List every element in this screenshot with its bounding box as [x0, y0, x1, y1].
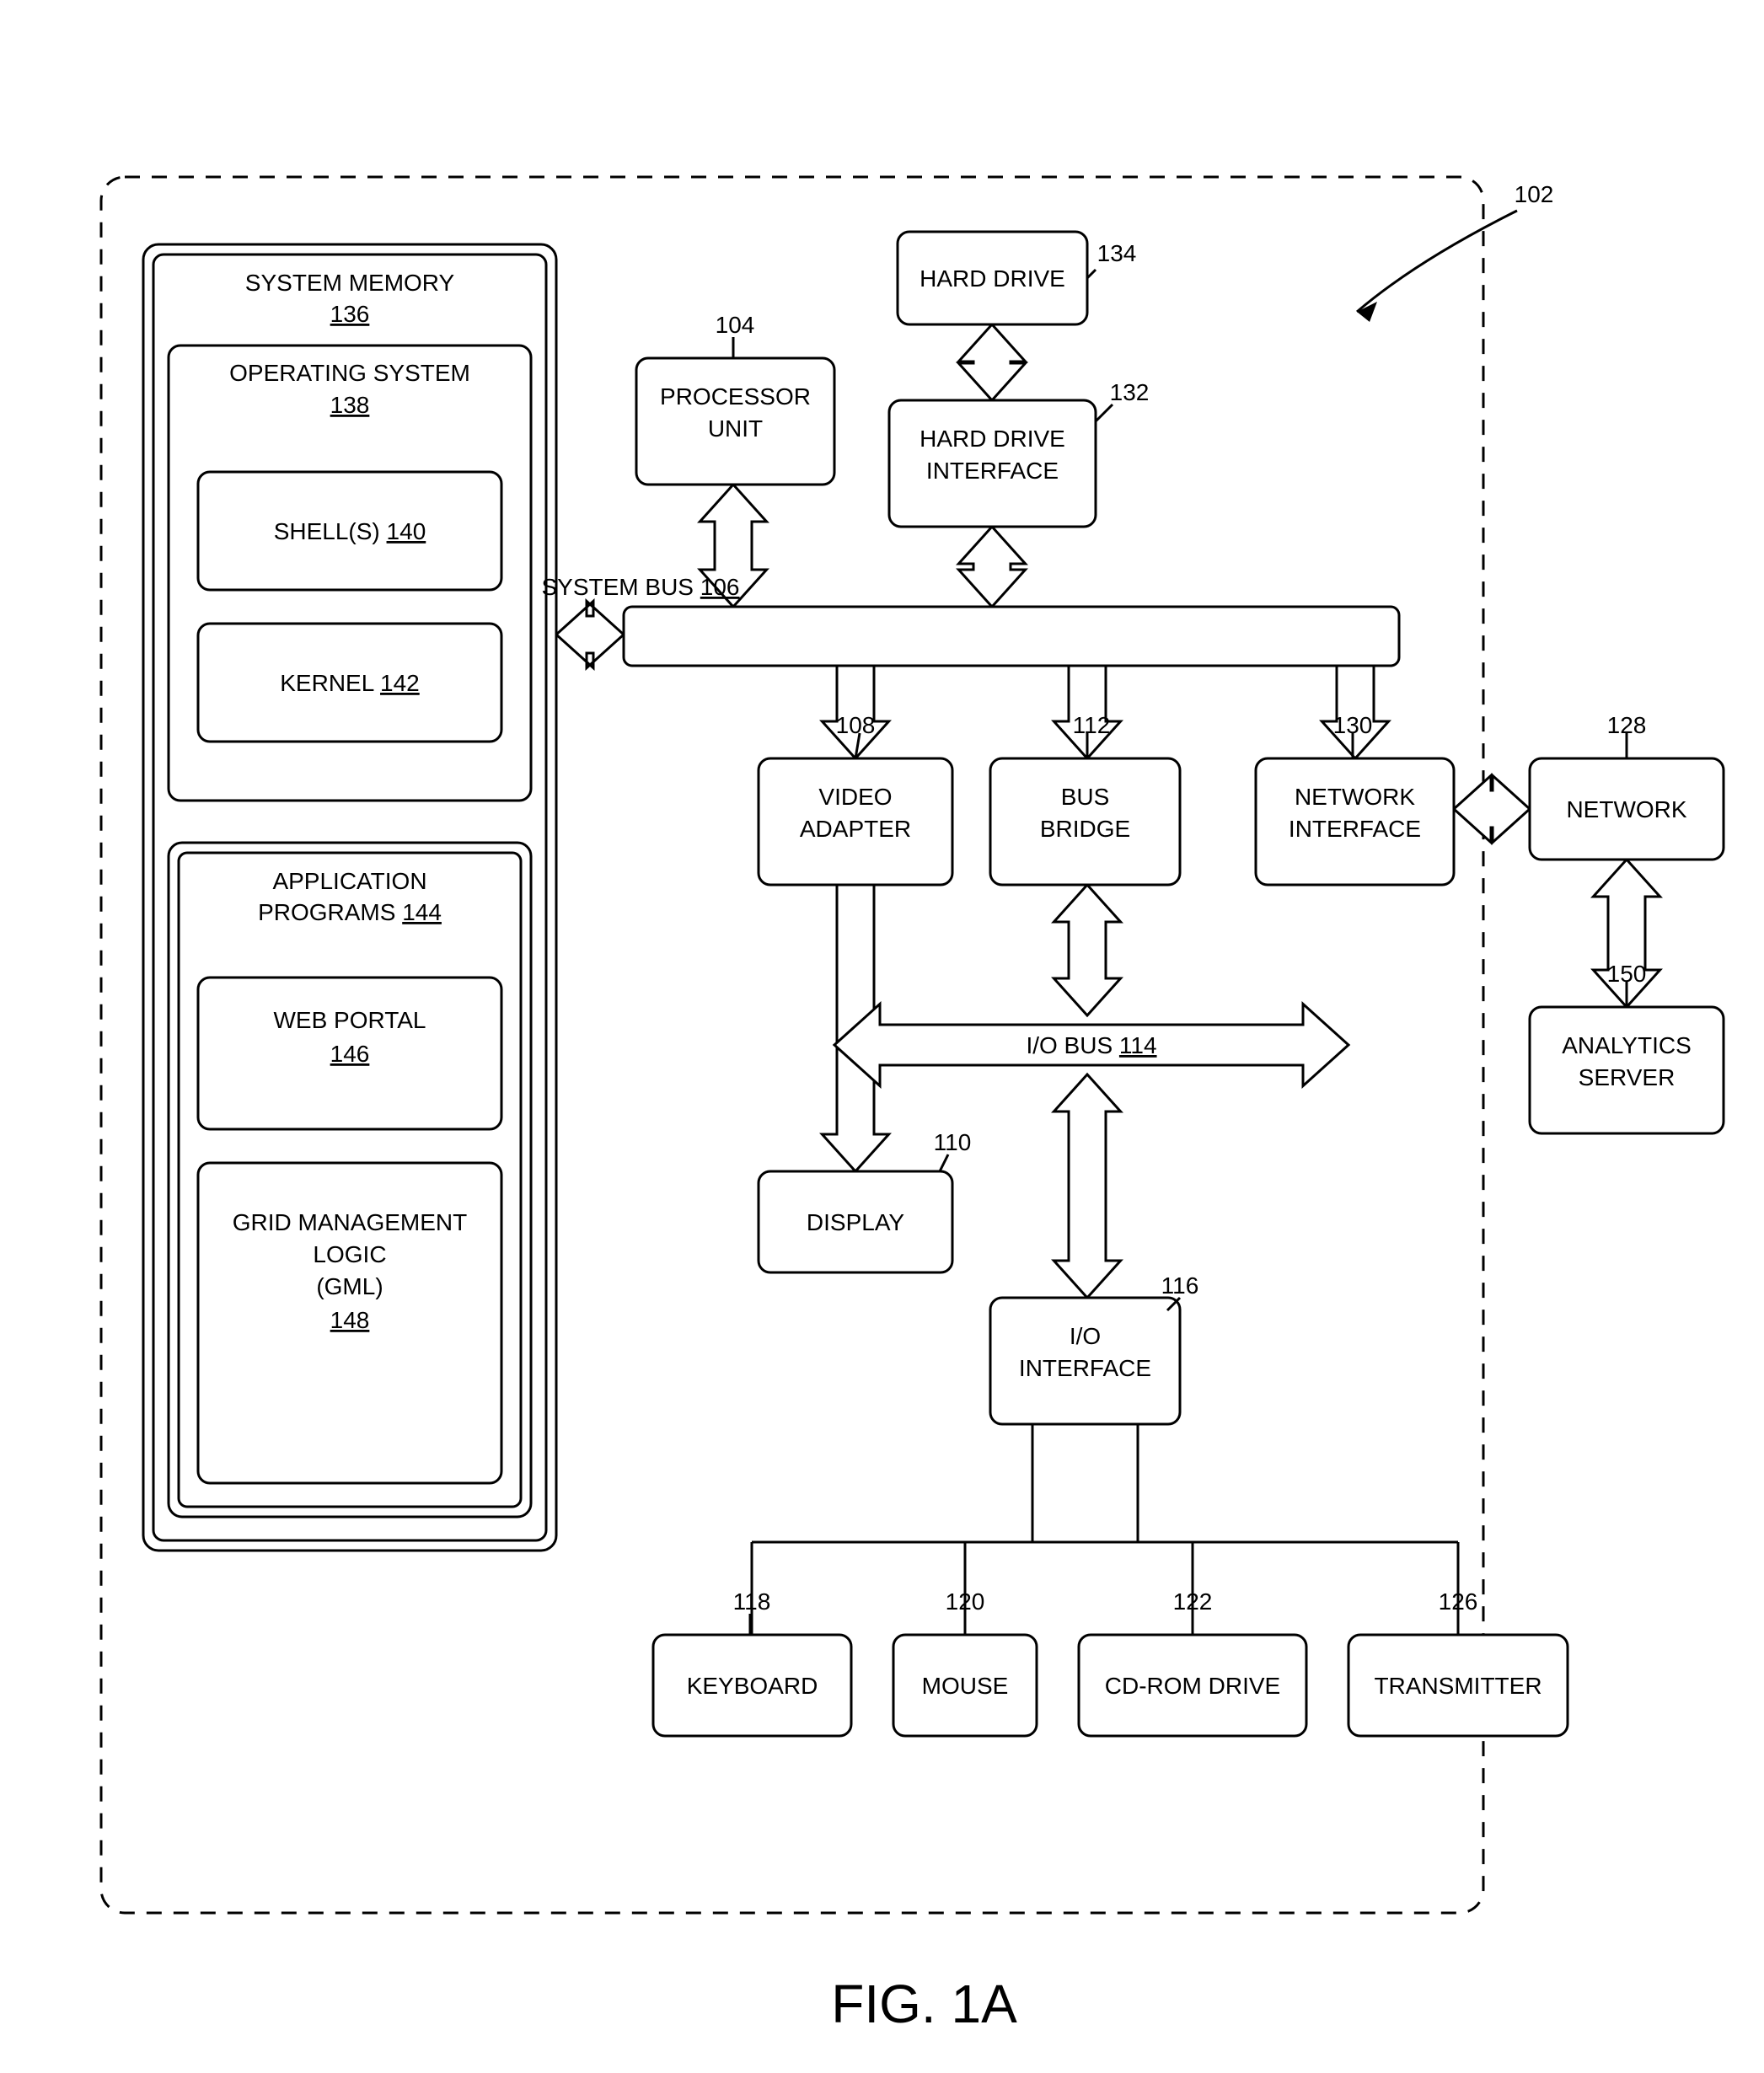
svg-text:PROGRAMS 144: PROGRAMS 144: [258, 899, 442, 925]
svg-text:APPLICATION: APPLICATION: [272, 868, 426, 894]
svg-text:ADAPTER: ADAPTER: [800, 816, 911, 842]
svg-text:VIDEO: VIDEO: [818, 784, 892, 810]
svg-text:132: 132: [1110, 379, 1150, 405]
svg-text:OPERATING SYSTEM: OPERATING SYSTEM: [229, 360, 470, 386]
svg-text:122: 122: [1173, 1588, 1213, 1615]
svg-text:BUS: BUS: [1061, 784, 1110, 810]
svg-text:146: 146: [330, 1041, 370, 1067]
svg-text:ANALYTICS: ANALYTICS: [1562, 1032, 1692, 1058]
svg-text:BRIDGE: BRIDGE: [1040, 816, 1130, 842]
svg-text:120: 120: [946, 1588, 985, 1615]
svg-text:126: 126: [1439, 1588, 1478, 1615]
svg-text:110: 110: [934, 1129, 972, 1155]
svg-text:134: 134: [1097, 240, 1137, 266]
svg-text:116: 116: [1161, 1272, 1199, 1299]
svg-text:I/O BUS 114: I/O BUS 114: [1026, 1032, 1156, 1058]
svg-text:FIG. 1A: FIG. 1A: [831, 1974, 1017, 2034]
svg-text:GRID MANAGEMENT: GRID MANAGEMENT: [233, 1209, 467, 1235]
svg-text:INTERFACE: INTERFACE: [926, 458, 1059, 484]
svg-text:148: 148: [330, 1307, 370, 1333]
svg-text:CD-ROM DRIVE: CD-ROM DRIVE: [1105, 1673, 1280, 1699]
svg-text:KEYBOARD: KEYBOARD: [687, 1673, 818, 1699]
svg-text:PROCESSOR: PROCESSOR: [660, 383, 811, 410]
svg-text:INTERFACE: INTERFACE: [1019, 1355, 1151, 1381]
svg-text:DISPLAY: DISPLAY: [807, 1209, 905, 1235]
svg-text:HARD DRIVE: HARD DRIVE: [920, 426, 1065, 452]
svg-text:108: 108: [836, 712, 876, 738]
svg-text:INTERFACE: INTERFACE: [1289, 816, 1421, 842]
svg-text:118: 118: [733, 1588, 771, 1615]
svg-text:NETWORK: NETWORK: [1295, 784, 1415, 810]
svg-text:SERVER: SERVER: [1579, 1064, 1676, 1090]
svg-text:MOUSE: MOUSE: [922, 1673, 1009, 1699]
svg-text:(GML): (GML): [316, 1273, 383, 1299]
svg-text:112: 112: [1073, 712, 1111, 738]
svg-text:SYSTEM MEMORY: SYSTEM MEMORY: [245, 270, 455, 296]
svg-text:UNIT: UNIT: [708, 415, 763, 442]
svg-text:SYSTEM BUS 106: SYSTEM BUS 106: [542, 574, 740, 600]
svg-text:104: 104: [716, 312, 755, 338]
svg-text:136: 136: [330, 301, 370, 327]
svg-text:HARD DRIVE: HARD DRIVE: [920, 265, 1065, 292]
svg-text:138: 138: [330, 392, 370, 418]
svg-text:WEB PORTAL: WEB PORTAL: [273, 1007, 426, 1033]
svg-text:SHELL(S) 140: SHELL(S) 140: [274, 518, 426, 544]
svg-text:NETWORK: NETWORK: [1566, 796, 1686, 822]
svg-text:102: 102: [1515, 181, 1554, 207]
svg-text:I/O: I/O: [1070, 1323, 1101, 1349]
svg-text:LOGIC: LOGIC: [313, 1241, 386, 1267]
svg-text:KERNEL 142: KERNEL 142: [280, 670, 420, 696]
svg-text:TRANSMITTER: TRANSMITTER: [1374, 1673, 1541, 1699]
